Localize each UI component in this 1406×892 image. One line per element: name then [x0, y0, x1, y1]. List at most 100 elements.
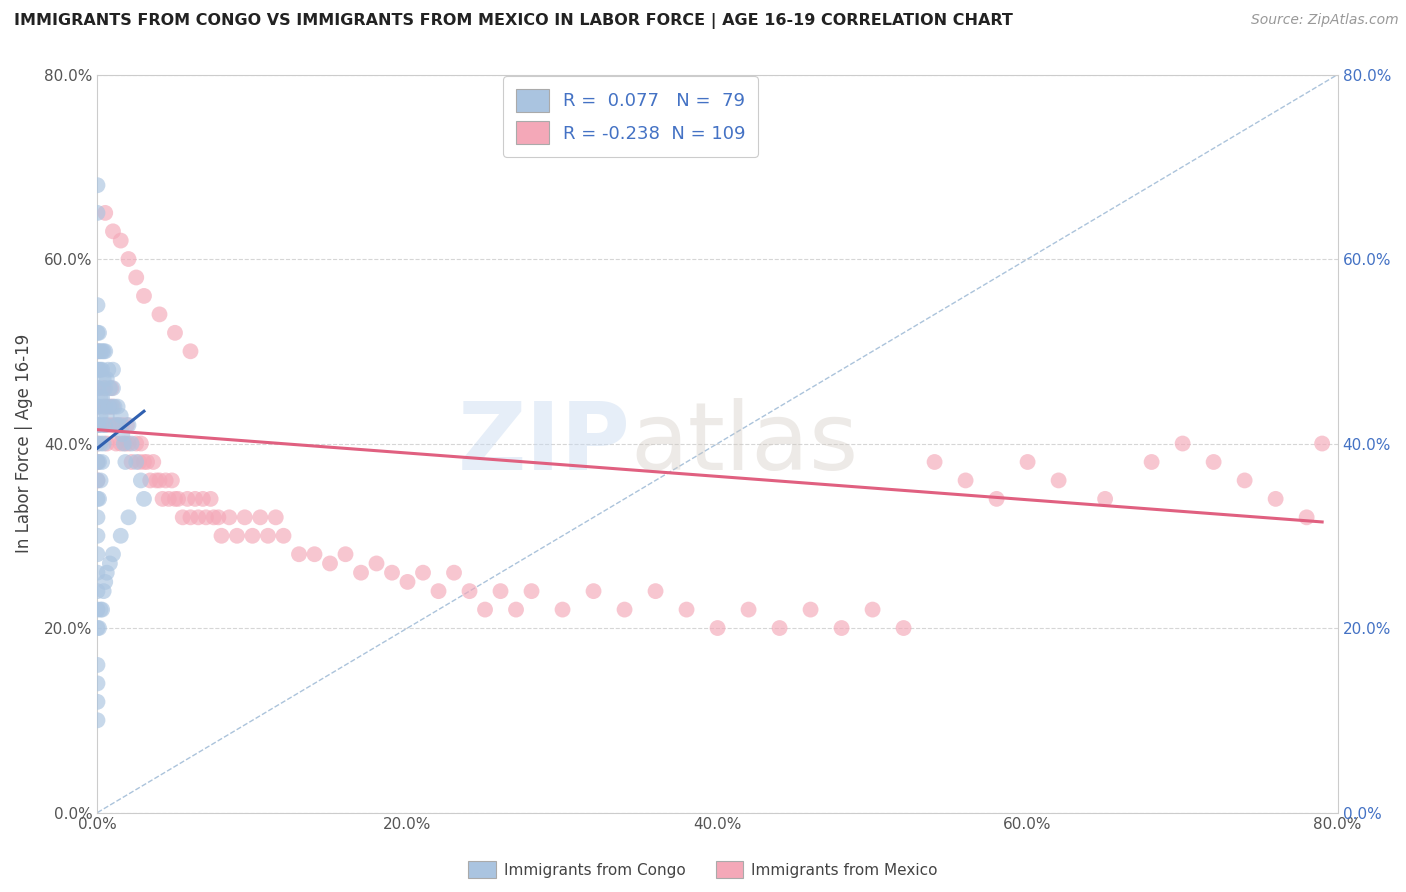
- Point: [1202, 455, 1225, 469]
- Point: [86, 695, 108, 709]
- Point: [831, 621, 853, 635]
- Point: [98, 557, 121, 571]
- Point: [115, 418, 138, 433]
- Point: [87, 326, 110, 340]
- Point: [505, 602, 527, 616]
- Point: [1171, 436, 1194, 450]
- Point: [97, 400, 120, 414]
- Point: [768, 621, 790, 635]
- Point: [489, 584, 512, 599]
- Point: [1310, 436, 1333, 450]
- Point: [1140, 455, 1163, 469]
- Point: [167, 491, 190, 506]
- Point: [93, 436, 115, 450]
- Point: [93, 400, 115, 414]
- Point: [132, 491, 155, 506]
- Point: [100, 381, 122, 395]
- Point: [132, 289, 155, 303]
- Point: [128, 455, 150, 469]
- Point: [86, 206, 108, 220]
- Point: [103, 400, 125, 414]
- Text: IMMIGRANTS FROM CONGO VS IMMIGRANTS FROM MEXICO IN LABOR FORCE | AGE 16-19 CORRE: IMMIGRANTS FROM CONGO VS IMMIGRANTS FROM…: [14, 13, 1012, 29]
- Point: [96, 436, 118, 450]
- Point: [93, 344, 115, 359]
- Point: [86, 621, 108, 635]
- Point: [98, 400, 121, 414]
- Point: [86, 418, 108, 433]
- Point: [350, 566, 373, 580]
- Point: [110, 234, 132, 248]
- Point: [114, 455, 136, 469]
- Point: [87, 455, 110, 469]
- Point: [129, 474, 152, 488]
- Text: Source: ZipAtlas.com: Source: ZipAtlas.com: [1251, 13, 1399, 28]
- Point: [94, 400, 117, 414]
- Point: [87, 344, 110, 359]
- Point: [98, 381, 121, 395]
- Point: [101, 224, 124, 238]
- Point: [129, 436, 152, 450]
- Point: [96, 372, 118, 386]
- Point: [86, 362, 108, 376]
- Point: [893, 621, 915, 635]
- Point: [86, 474, 108, 488]
- Point: [582, 584, 605, 599]
- Point: [91, 455, 114, 469]
- Point: [93, 584, 115, 599]
- Point: [96, 409, 118, 423]
- Point: [101, 362, 124, 376]
- Point: [458, 584, 481, 599]
- Point: [121, 455, 143, 469]
- Point: [288, 547, 311, 561]
- Point: [179, 510, 201, 524]
- Point: [101, 400, 124, 414]
- Point: [1295, 510, 1317, 524]
- Point: [955, 474, 977, 488]
- Point: [86, 547, 108, 561]
- Point: [520, 584, 543, 599]
- Point: [90, 391, 112, 405]
- Point: [86, 676, 108, 690]
- Point: [551, 602, 574, 616]
- Point: [862, 602, 884, 616]
- Point: [202, 510, 225, 524]
- Point: [87, 418, 110, 433]
- Point: [101, 381, 124, 395]
- Point: [644, 584, 666, 599]
- Point: [112, 436, 135, 450]
- Point: [1233, 474, 1256, 488]
- Point: [86, 344, 108, 359]
- Point: [91, 344, 114, 359]
- Point: [366, 557, 388, 571]
- Point: [986, 491, 1008, 506]
- Point: [1264, 491, 1286, 506]
- Point: [381, 566, 404, 580]
- Point: [86, 657, 108, 672]
- Point: [142, 455, 165, 469]
- Point: [94, 418, 117, 433]
- Point: [86, 400, 108, 414]
- Point: [1017, 455, 1039, 469]
- Point: [304, 547, 326, 561]
- Point: [443, 566, 465, 580]
- Point: [264, 510, 287, 524]
- Point: [86, 178, 108, 193]
- Point: [86, 400, 108, 414]
- Point: [87, 362, 110, 376]
- Point: [86, 418, 108, 433]
- Point: [94, 418, 117, 433]
- Point: [91, 418, 114, 433]
- Point: [148, 307, 170, 321]
- Point: [87, 400, 110, 414]
- Point: [233, 510, 256, 524]
- Point: [86, 491, 108, 506]
- Point: [87, 381, 110, 395]
- Point: [613, 602, 636, 616]
- Point: [117, 436, 139, 450]
- Point: [675, 602, 697, 616]
- Point: [152, 491, 174, 506]
- Point: [86, 436, 108, 450]
- Point: [90, 436, 112, 450]
- Point: [148, 474, 170, 488]
- Point: [110, 529, 132, 543]
